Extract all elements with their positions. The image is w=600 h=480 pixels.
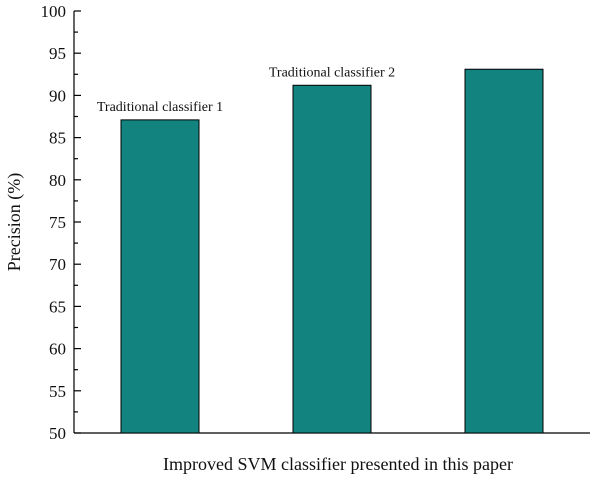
y-tick-label: 55 [49, 382, 66, 401]
y-tick-label: 50 [49, 424, 66, 443]
bar-labels: Traditional classifier 1 Traditional clas… [97, 65, 395, 115]
y-tick-label: 90 [49, 86, 66, 105]
bar [292, 84, 372, 434]
x-axis-title: Improved SVM classifier presented in thi… [163, 454, 513, 474]
bar-data-label: Traditional classifier 1 [97, 100, 223, 115]
bar [120, 119, 200, 434]
bar [464, 68, 544, 434]
y-axis-ticks: 50 55 60 65 70 75 80 85 90 95 100 [41, 2, 81, 443]
y-tick-label: 80 [49, 171, 66, 190]
y-tick-label: 70 [49, 255, 66, 274]
y-tick-label: 60 [49, 340, 66, 359]
y-tick-label: 85 [49, 129, 66, 148]
y-tick-label: 65 [49, 297, 66, 316]
bar-data-label: Traditional classifier 2 [269, 65, 395, 80]
bars [120, 68, 544, 434]
y-tick-label: 75 [49, 213, 66, 232]
y-tick-label: 100 [41, 2, 67, 21]
y-tick-label: 95 [49, 44, 66, 63]
y-axis-title: Precision (%) [4, 173, 25, 271]
